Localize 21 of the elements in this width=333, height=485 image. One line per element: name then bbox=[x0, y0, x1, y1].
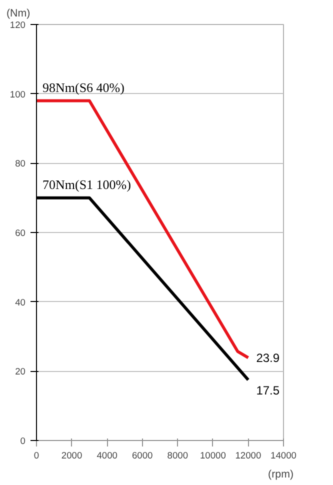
y-tick-label: 40 bbox=[15, 297, 26, 308]
x-tick-label: 10000 bbox=[200, 450, 226, 460]
x-tick-label: 8000 bbox=[167, 450, 188, 460]
data-label: 17.5 bbox=[256, 383, 280, 398]
y-tick-label: 60 bbox=[15, 228, 26, 238]
x-tick-label: 14000 bbox=[270, 450, 296, 460]
y-tick-label: 100 bbox=[10, 89, 26, 100]
y-tick-label: 20 bbox=[15, 366, 26, 377]
y-axis-title: (Nm) bbox=[6, 8, 30, 20]
x-tick-label: 4000 bbox=[96, 450, 118, 460]
series-label: 98Nm(S6 40%) bbox=[42, 80, 124, 95]
y-tick-label: 80 bbox=[15, 158, 26, 169]
x-tick-label: 12000 bbox=[235, 450, 262, 460]
x-tick-label: 2000 bbox=[61, 450, 82, 460]
x-tick-label: 0 bbox=[34, 450, 40, 460]
y-tick-label: 0 bbox=[20, 436, 26, 446]
data-label: 23.9 bbox=[256, 351, 280, 366]
series-label: 70Nm(S1 100%) bbox=[42, 176, 131, 192]
x-axis-title: (rpm) bbox=[268, 468, 294, 480]
y-tick-label: 120 bbox=[10, 20, 26, 30]
x-tick-label: 6000 bbox=[132, 450, 153, 460]
